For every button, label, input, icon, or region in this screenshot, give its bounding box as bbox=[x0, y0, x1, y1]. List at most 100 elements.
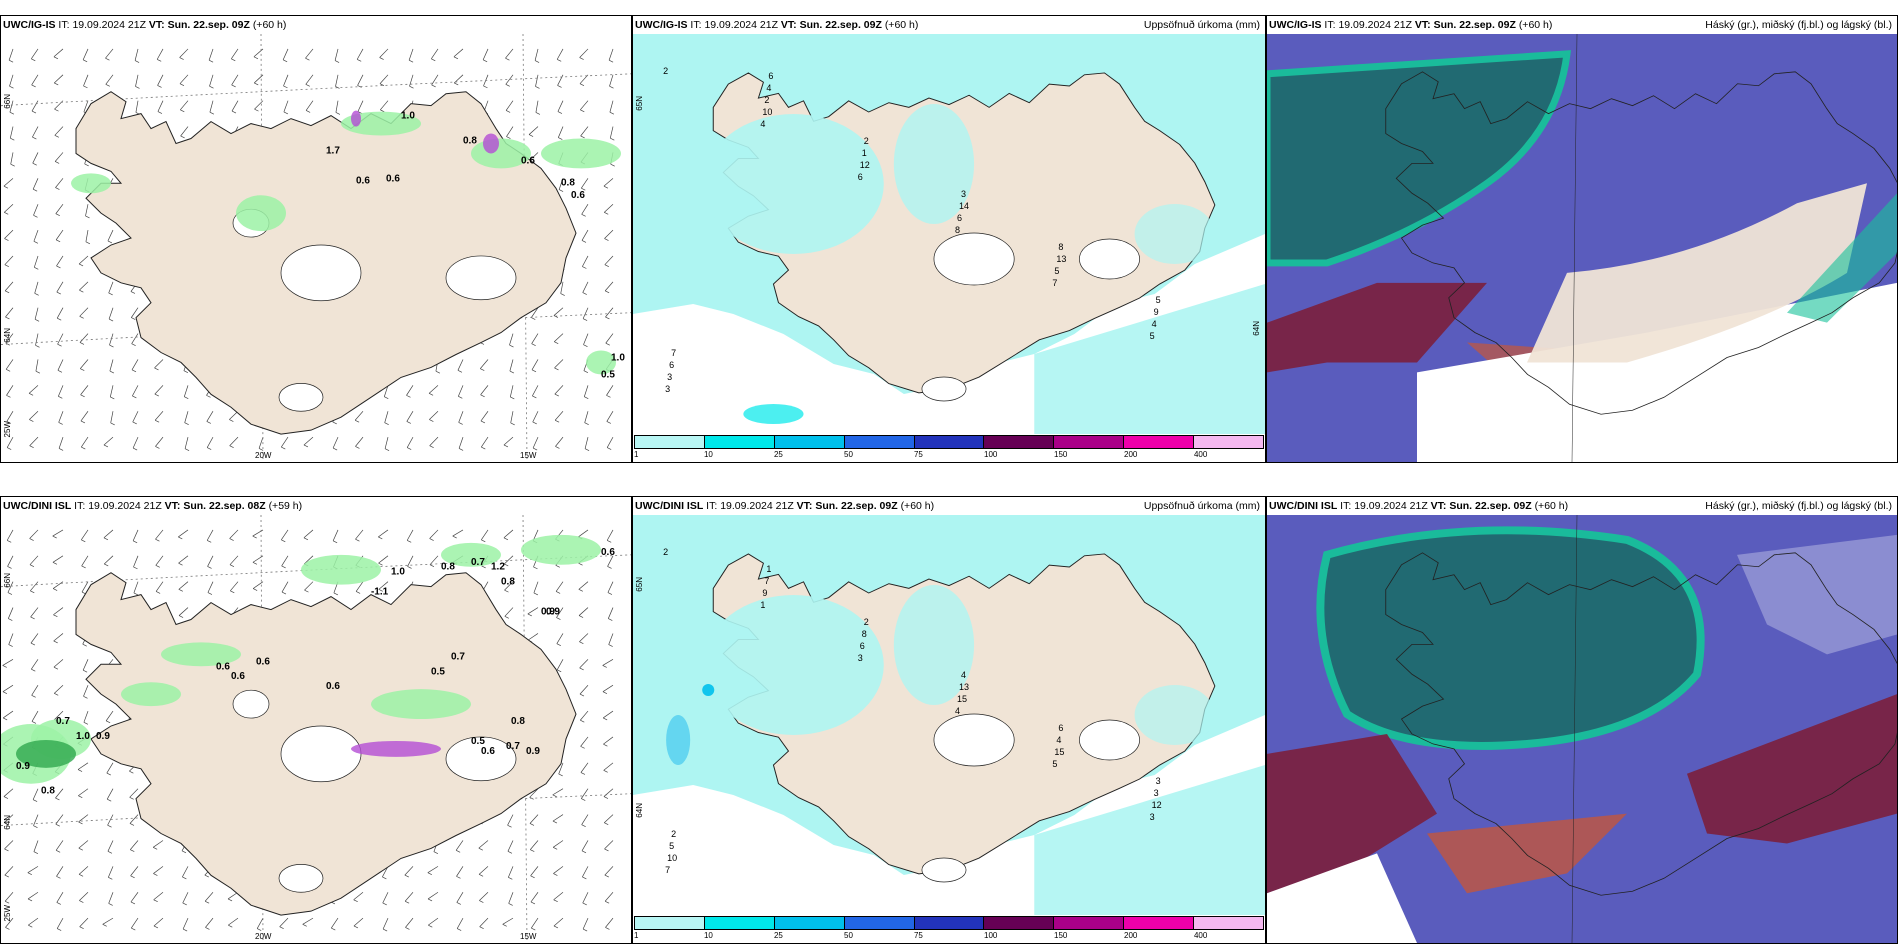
colorbar-cell bbox=[844, 917, 915, 929]
lat-label-64n: 64N bbox=[3, 328, 12, 343]
wind-map: 0.6 0.8 0.7 1.2 0.9 0.8 -1.1 1.0 0.9 0.6 0.6 0.6 0.5… bbox=[1, 515, 631, 943]
panel-title: UWC/IG-IS IT: 19.09.2024 21Z VT: Sun. 22… bbox=[3, 19, 287, 31]
wind-value-label: 0.6 bbox=[601, 547, 615, 558]
precip-value-label: 4 bbox=[1152, 319, 1157, 329]
wind-value-label: 1.0 bbox=[391, 567, 405, 578]
cloud-map bbox=[1267, 515, 1897, 943]
precip-value-label: 12 bbox=[1152, 800, 1162, 810]
precip-value-label: 3 bbox=[665, 384, 670, 394]
colorbar: 1 10 25 50 75 100 150 200 400 bbox=[634, 435, 1264, 461]
wind-value-label: 0.6 bbox=[256, 656, 270, 667]
colorbar-tick: 25 bbox=[773, 450, 783, 459]
precip-value-label: 2 bbox=[864, 617, 869, 627]
lat-label-65n: 65N bbox=[635, 96, 644, 111]
precip-value-label: 8 bbox=[1058, 242, 1063, 252]
colorbar-cell bbox=[914, 917, 985, 929]
lat-label-65n: 65N bbox=[635, 577, 644, 592]
wind-value-label: 0.9 bbox=[546, 607, 560, 618]
wind-value-label: 0.7 bbox=[451, 651, 465, 662]
precip-value-label: 4 bbox=[1056, 735, 1061, 745]
wind-value-label: 0.9 bbox=[526, 746, 540, 757]
precip-value-label: 15 bbox=[957, 694, 967, 704]
map-panel-3[interactable]: UWC/IG-IS IT: 19.09.2024 21Z VT: Sun. 22… bbox=[1266, 15, 1898, 463]
colorbar-cell bbox=[1124, 436, 1195, 448]
precip-value-label: 2 bbox=[671, 829, 676, 839]
panel-title: UWC/IG-IS IT: 19.09.2024 21Z VT: Sun. 22… bbox=[635, 19, 919, 31]
precip-value-label: 1 bbox=[862, 148, 867, 158]
panel-title: UWC/DINI ISL IT: 19.09.2024 21Z VT: Sun.… bbox=[3, 500, 303, 512]
map-panel-6[interactable]: UWC/DINI ISL IT: 19.09.2024 21Z VT: Sun.… bbox=[1266, 496, 1898, 944]
precip-value-label: 3 bbox=[1154, 788, 1159, 798]
precip-value-label: 8 bbox=[955, 225, 960, 235]
precip-value-label: 2 bbox=[663, 547, 668, 557]
panel-field-label: Uppsöfnuð úrkoma (mm) bbox=[1143, 500, 1260, 512]
precip-value-label: 4 bbox=[766, 83, 771, 93]
lat-label-64n: 64N bbox=[3, 815, 12, 830]
lon-label-25w: 25W bbox=[3, 421, 12, 438]
colorbar-tick: 400 bbox=[1193, 450, 1208, 459]
panel-title: UWC/DINI ISL IT: 19.09.2024 21Z VT: Sun.… bbox=[1269, 500, 1569, 512]
wind-value-label: 0.7 bbox=[506, 741, 520, 752]
wind-value-label: 0.8 bbox=[41, 786, 55, 797]
wind-value-label: 1.7 bbox=[326, 145, 340, 156]
wind-value-label: 0.6 bbox=[326, 681, 340, 692]
precip-value-label: 4 bbox=[955, 706, 960, 716]
precip-value-label: 12 bbox=[860, 160, 870, 170]
precip-value-label: 6 bbox=[1058, 723, 1063, 733]
colorbar-tick: 25 bbox=[773, 931, 783, 940]
precip-value-label: 15 bbox=[1054, 747, 1064, 757]
precip-value-label: 6 bbox=[768, 71, 773, 81]
colorbar-tick: 100 bbox=[984, 450, 998, 459]
precip-value-label: 3 bbox=[961, 189, 966, 199]
colorbar-cell bbox=[1194, 436, 1264, 448]
colorbar-tick: 50 bbox=[844, 931, 853, 940]
lat-label-64n: 64N bbox=[635, 803, 644, 818]
precip-value-label: 1 bbox=[766, 564, 771, 574]
precip-map: 2 4 6 8 7 5 3 10 12 6 5 4 3 2 1 14 13 9 6 4 2 3 8 5 7 6 bbox=[633, 34, 1265, 434]
colorbar-tick: 150 bbox=[1054, 450, 1068, 459]
wind-value-label: 0.6 bbox=[231, 671, 245, 682]
precip-value-label: 2 bbox=[864, 136, 869, 146]
colorbar-tick: 10 bbox=[703, 450, 713, 459]
wind-value-label: 0.7 bbox=[56, 716, 70, 727]
lon-label-20w: 20W bbox=[255, 932, 272, 941]
map-panel-1[interactable]: UWC/IG-IS IT: 19.09.2024 21Z VT: Sun. 22… bbox=[0, 15, 632, 463]
map-panel-2[interactable]: UWC/IG-IS IT: 19.09.2024 21Z VT: Sun. 22… bbox=[632, 15, 1266, 463]
precip-value-label: 7 bbox=[1052, 278, 1057, 288]
precip-value-label: 5 bbox=[1150, 331, 1155, 341]
wind-value-label: 0.7 bbox=[471, 557, 485, 568]
wind-value-label: 1.0 bbox=[401, 111, 415, 122]
precip-value-label: 3 bbox=[1156, 776, 1161, 786]
colorbar-tick: 100 bbox=[984, 931, 998, 940]
colorbar-cell bbox=[635, 436, 705, 448]
cloud-map bbox=[1267, 34, 1897, 462]
colorbar-cell bbox=[704, 917, 775, 929]
precip-value-label: 3 bbox=[667, 372, 672, 382]
precip-value-label: 3 bbox=[858, 653, 863, 663]
precip-value-label: 10 bbox=[667, 853, 677, 863]
colorbar-tick: 200 bbox=[1124, 450, 1138, 459]
lat-label-66n: 66N bbox=[3, 573, 12, 588]
precip-value-label: 6 bbox=[669, 360, 674, 370]
colorbar-cell bbox=[774, 436, 845, 448]
lat-label-66n: 66N bbox=[3, 94, 12, 109]
precip-value-label: 7 bbox=[671, 348, 676, 358]
precip-value-label: 13 bbox=[959, 682, 969, 692]
colorbar-cell bbox=[1054, 436, 1125, 448]
precip-value-label: 4 bbox=[961, 670, 966, 680]
precip-map: 2 1 3 4 5 3 7 9 6 15 15 12 10 7 8 13 4 3 5 1 2 4 6 3 2 bbox=[633, 515, 1265, 915]
wind-value-label: 0.8 bbox=[441, 562, 455, 573]
lat-label-64n: 64N bbox=[1252, 321, 1261, 336]
precip-value-label: 2 bbox=[663, 66, 668, 76]
wind-value-label: 0.6 bbox=[571, 190, 585, 201]
wind-value-label: 0.5 bbox=[601, 369, 615, 380]
precip-value-label: 3 bbox=[1150, 812, 1155, 822]
map-panel-5[interactable]: UWC/DINI ISL IT: 19.09.2024 21Z VT: Sun.… bbox=[632, 496, 1266, 944]
lon-label-20w: 20W bbox=[255, 451, 272, 460]
wind-value-label: 0.6 bbox=[356, 175, 370, 186]
precip-value-label: 9 bbox=[1154, 307, 1159, 317]
map-panel-4[interactable]: UWC/DINI ISL IT: 19.09.2024 21Z VT: Sun.… bbox=[0, 496, 632, 944]
wind-value-label: 0.5 bbox=[471, 736, 485, 747]
precip-value-label: 2 bbox=[764, 95, 769, 105]
precip-value-label: 8 bbox=[862, 629, 867, 639]
